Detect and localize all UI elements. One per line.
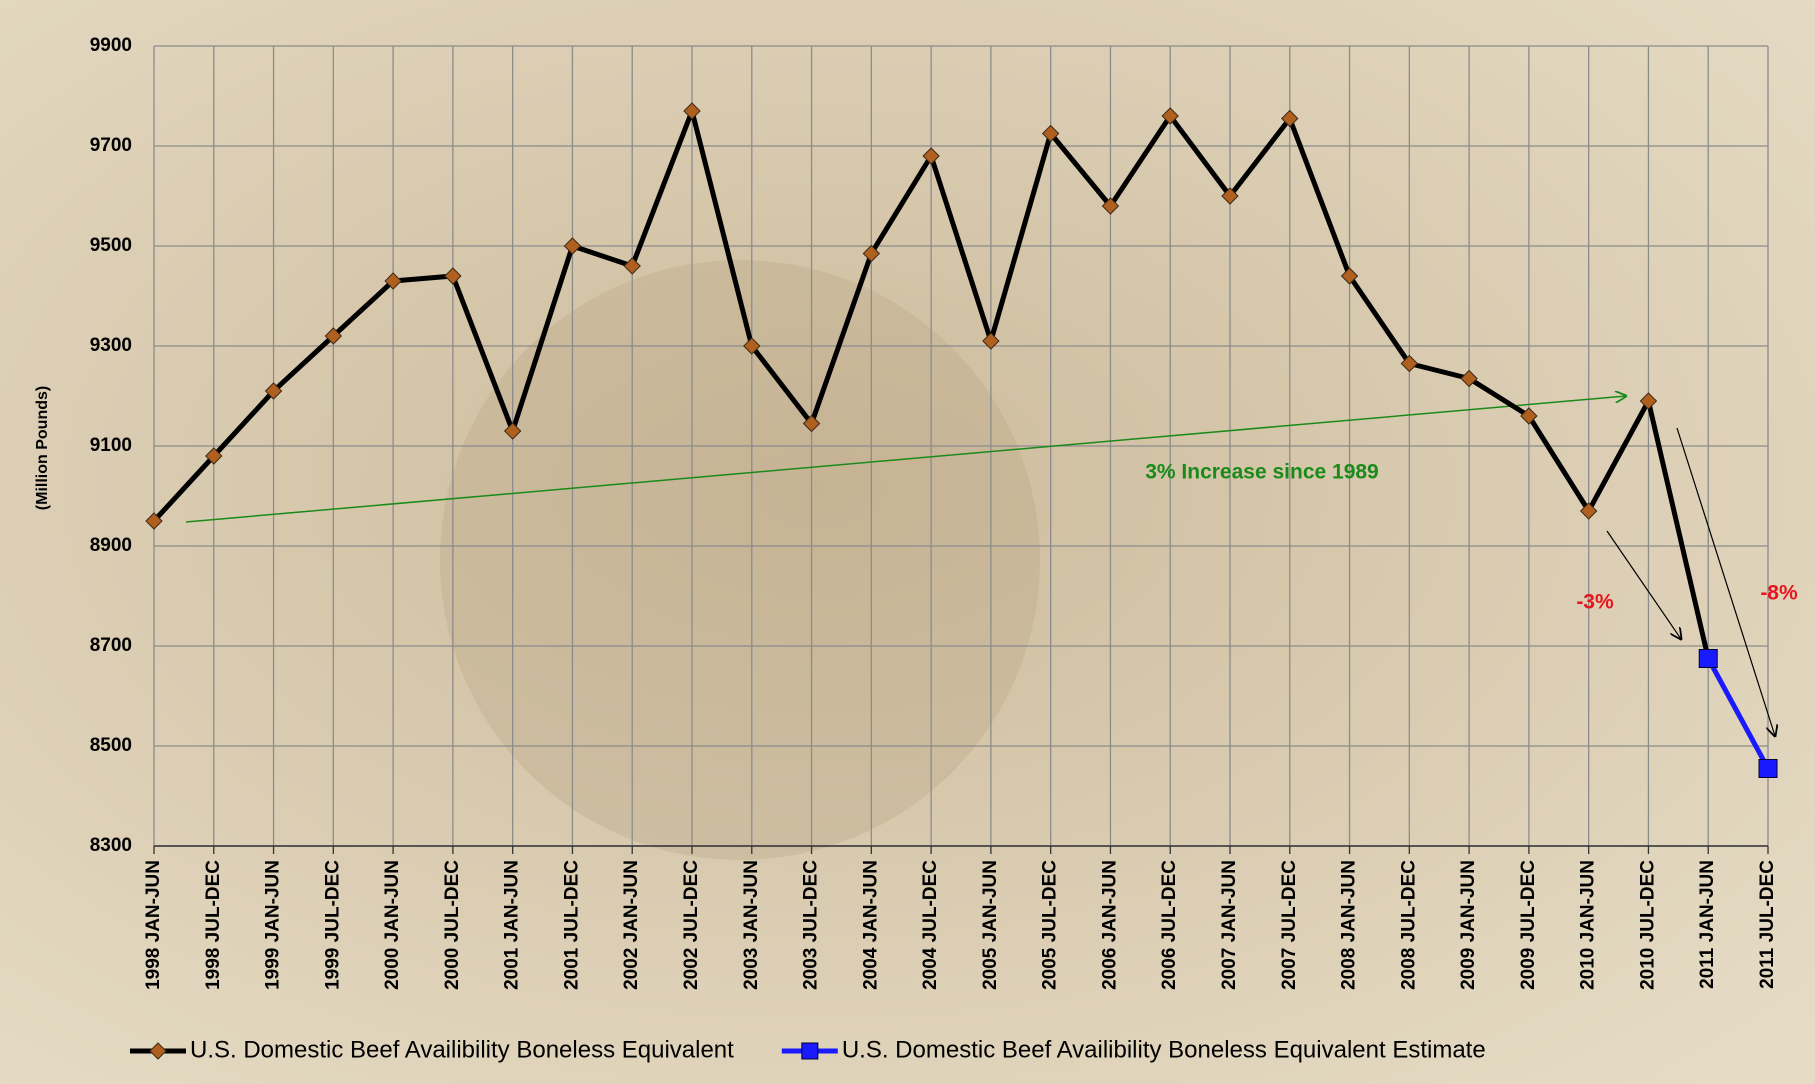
x-tick-label: 1998 JUL-DEC xyxy=(203,860,224,990)
x-tick-label: 2002 JAN-JUN xyxy=(621,860,642,990)
x-tick-label: 2001 JUL-DEC xyxy=(561,860,582,990)
y-tick-label: 9900 xyxy=(90,35,132,56)
marker xyxy=(1759,760,1777,778)
x-tick-label: 1998 JAN-JUN xyxy=(143,860,164,990)
annotation: -8% xyxy=(1760,582,1798,605)
x-tick-label: 2005 JUL-DEC xyxy=(1040,860,1061,990)
y-tick-label: 8500 xyxy=(90,735,132,756)
x-tick-label: 2000 JUL-DEC xyxy=(442,860,463,990)
y-tick-label: 9100 xyxy=(90,435,132,456)
x-tick-label: 2001 JAN-JUN xyxy=(502,860,523,990)
annotation: -3% xyxy=(1576,591,1614,614)
background-decoration xyxy=(440,260,1040,860)
marker xyxy=(1699,650,1717,668)
x-tick-label: 2008 JAN-JUN xyxy=(1339,860,1360,990)
x-tick-label: 1999 JAN-JUN xyxy=(263,860,284,990)
x-tick-label: 2009 JUL-DEC xyxy=(1518,860,1539,990)
y-tick-label: 9500 xyxy=(90,235,132,256)
marker xyxy=(802,1043,818,1059)
chart: (Million Pounds) 8300 8500 8700 8900 9100 930… xyxy=(0,0,1815,1084)
y-tick-label: 8700 xyxy=(90,635,132,656)
x-tick-label: 2008 JUL-DEC xyxy=(1398,860,1419,990)
x-tick-label: 2011 JAN-JUN xyxy=(1697,860,1718,989)
x-tick-label: 2002 JUL-DEC xyxy=(681,860,702,990)
x-tick-label: 2006 JUL-DEC xyxy=(1159,860,1180,990)
y-axis-label: (Million Pounds) xyxy=(34,386,51,510)
x-tick-label: 2005 JAN-JUN xyxy=(980,860,1001,990)
y-tick-label: 8300 xyxy=(90,835,132,856)
annotation: 3% Increase since 1989 xyxy=(1145,461,1379,484)
x-tick-label: 2000 JAN-JUN xyxy=(382,860,403,990)
x-tick-label: 2009 JAN-JUN xyxy=(1458,860,1479,990)
legend-label: U.S. Domestic Beef Availibility Boneless… xyxy=(842,1036,1486,1063)
x-tick-label: 1999 JUL-DEC xyxy=(322,860,343,990)
y-tick-label: 9300 xyxy=(90,335,132,356)
x-tick-label: 2007 JAN-JUN xyxy=(1219,860,1240,990)
x-tick-label: 2010 JAN-JUN xyxy=(1578,860,1599,990)
x-tick-label: 2006 JAN-JUN xyxy=(1099,860,1120,990)
y-tick-label: 9700 xyxy=(90,135,132,156)
x-tick-label: 2011 JUL-DEC xyxy=(1757,860,1778,989)
x-tick-label: 2004 JAN-JUN xyxy=(860,860,881,990)
x-tick-label: 2003 JUL-DEC xyxy=(801,860,822,990)
y-tick-label: 8900 xyxy=(90,535,132,556)
x-tick-label: 2003 JAN-JUN xyxy=(741,860,762,990)
x-tick-label: 2007 JUL-DEC xyxy=(1279,860,1300,990)
legend-label: U.S. Domestic Beef Availibility Boneless… xyxy=(190,1036,734,1063)
x-tick-label: 2010 JUL-DEC xyxy=(1637,860,1658,990)
x-tick-label: 2004 JUL-DEC xyxy=(920,860,941,990)
